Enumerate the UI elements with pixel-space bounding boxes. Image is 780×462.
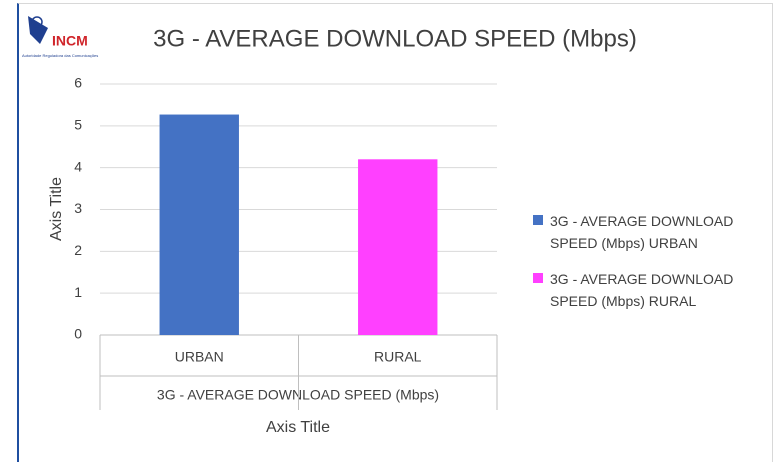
bar xyxy=(159,114,239,335)
legend-label: 3G - AVERAGE DOWNLOAD SPEED (Mbps) URBAN xyxy=(550,213,734,251)
y-tick-label: 1 xyxy=(74,284,82,300)
frame xyxy=(17,3,773,462)
logo-icon xyxy=(28,16,48,44)
legend-label: 3G - AVERAGE DOWNLOAD SPEED (Mbps) RURAL xyxy=(550,271,734,309)
y-tick-label: 3 xyxy=(74,200,82,216)
logo: INCM Autoridade Reguladora das Comunicaç… xyxy=(22,16,98,58)
y-tick-label: 4 xyxy=(74,158,82,174)
y-tick-label: 2 xyxy=(74,242,82,258)
legend-swatch xyxy=(533,215,543,225)
x-tick-label: RURAL xyxy=(374,349,422,365)
y-tick-label: 0 xyxy=(74,326,82,342)
y-axis-title: Axis Title xyxy=(48,177,65,241)
logo-name: INCM xyxy=(52,33,88,49)
chart-title: 3G - AVERAGE DOWNLOAD SPEED (Mbps) xyxy=(153,25,637,52)
y-tick-label: 6 xyxy=(74,75,82,91)
logo-subtitle: Autoridade Reguladora das Comunicações xyxy=(22,53,98,58)
logo-icon xyxy=(31,16,43,28)
legend-swatch xyxy=(533,273,543,283)
x-axis-title: Axis Title xyxy=(266,419,330,436)
y-tick-label: 5 xyxy=(74,117,82,133)
x-tick-label: URBAN xyxy=(175,349,224,365)
bar xyxy=(358,159,438,335)
